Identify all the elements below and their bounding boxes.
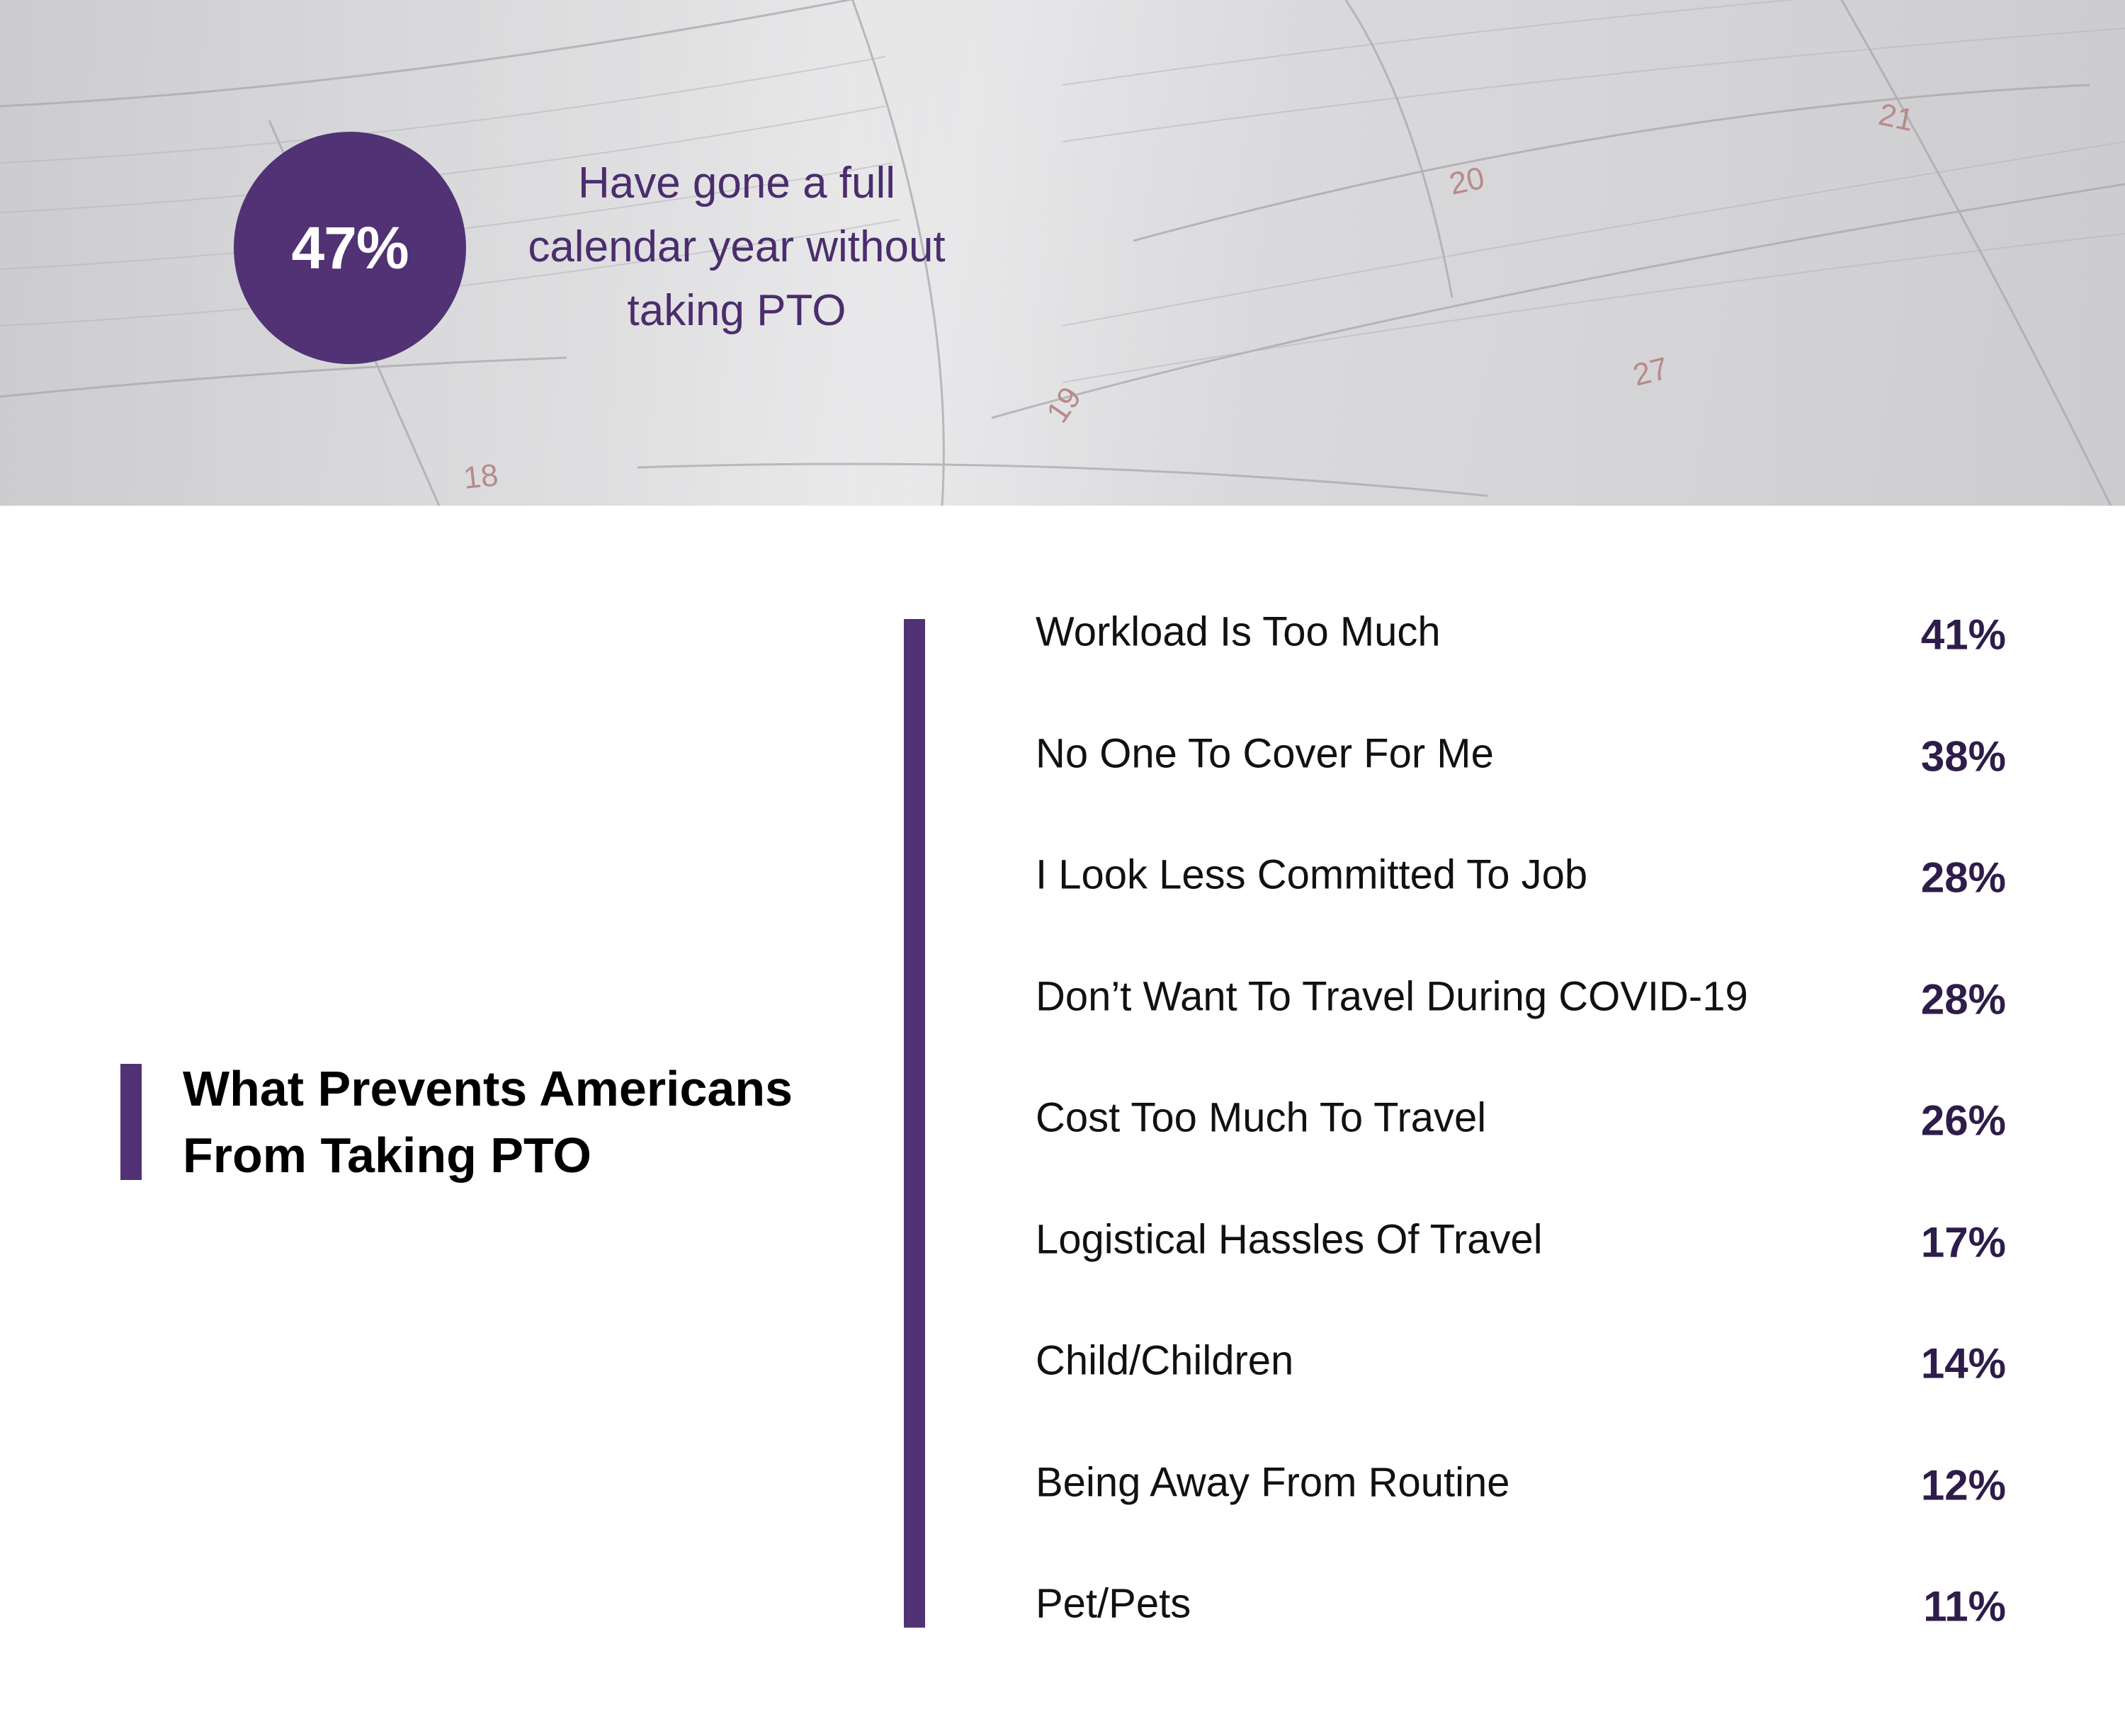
row-label: I Look Less Committed To Job xyxy=(1036,851,1588,898)
row-value: 28% xyxy=(1920,853,2006,902)
row-value: 11% xyxy=(1923,1582,2006,1630)
row-value: 17% xyxy=(1920,1218,2006,1266)
calendar-banner: 18 19 20 21 27 47% Have gone a full cale… xyxy=(0,0,2125,506)
row-label: Logistical Hassles Of Travel xyxy=(1036,1216,1543,1262)
row-label: Workload Is Too Much xyxy=(1036,608,1441,655)
stat-caption-line: calendar year without xyxy=(528,222,946,271)
vertical-divider xyxy=(904,619,925,1628)
row-label: Pet/Pets xyxy=(1036,1580,1191,1627)
chart-title: What Prevents Americans From Taking PTO xyxy=(183,1061,793,1183)
row-value: 38% xyxy=(1920,732,2006,780)
row-value: 28% xyxy=(1920,975,2006,1023)
stat-caption-line: taking PTO xyxy=(627,286,846,335)
row-label: No One To Cover For Me xyxy=(1036,730,1494,776)
row-value: 12% xyxy=(1920,1461,2006,1509)
stat-caption-line: Have gone a full xyxy=(577,159,896,208)
row-label: Child/Children xyxy=(1036,1337,1294,1384)
row-value: 14% xyxy=(1920,1339,2006,1388)
calendar-date-18: 18 xyxy=(462,458,500,496)
row-label: Being Away From Routine xyxy=(1036,1459,1510,1505)
stat-value: 47% xyxy=(291,214,409,281)
stat-caption: Have gone a full calendar year without t… xyxy=(496,152,978,343)
calendar-date-27: 27 xyxy=(1630,351,1672,392)
row-value: 41% xyxy=(1920,611,2006,659)
calendar-date-20: 20 xyxy=(1446,161,1488,202)
calendar-date-21: 21 xyxy=(1876,97,1917,138)
row-label: Don’t Want To Travel During COVID-19 xyxy=(1036,973,1748,1019)
title-accent-bar xyxy=(120,1064,142,1180)
row-label: Cost Too Much To Travel xyxy=(1036,1094,1487,1141)
row-value: 26% xyxy=(1920,1096,2006,1145)
stat-circle: 47% xyxy=(234,132,466,364)
